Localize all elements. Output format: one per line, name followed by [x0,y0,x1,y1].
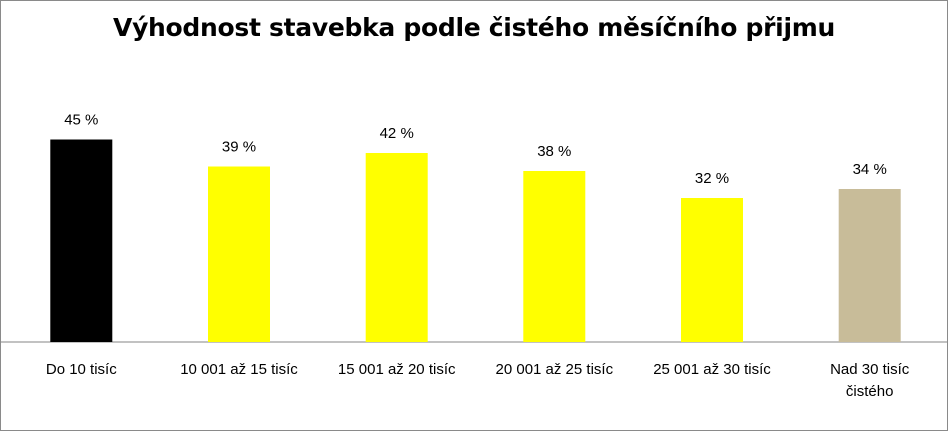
value-label-6: 34 % [853,161,887,178]
category-label-6-line-2: čistého [846,383,894,400]
category-label-5: 25 001 až 30 tisíc [653,361,771,378]
bar-6 [838,189,901,342]
bar-5 [681,198,743,342]
value-label-2: 39 % [222,139,256,156]
value-label-3: 42 % [380,125,414,142]
bar-3 [365,153,428,342]
bar-2 [208,166,270,342]
value-label-5: 32 % [695,170,729,187]
bar-4 [523,171,586,342]
category-label-4: 20 001 až 25 tisíc [496,361,614,378]
value-label-4: 38 % [537,143,571,160]
category-label-2: 10 001 až 15 tisíc [180,361,298,378]
category-label-1: Do 10 tisíc [46,361,117,378]
chart-title: Výhodnost stavebka podle čistého měsíční… [113,13,835,42]
bar-1 [50,139,113,342]
category-label-3: 15 001 až 20 tisíc [338,361,456,378]
category-label-6-line-1: Nad 30 tisíc [830,361,910,378]
value-label-1: 45 % [64,112,98,129]
